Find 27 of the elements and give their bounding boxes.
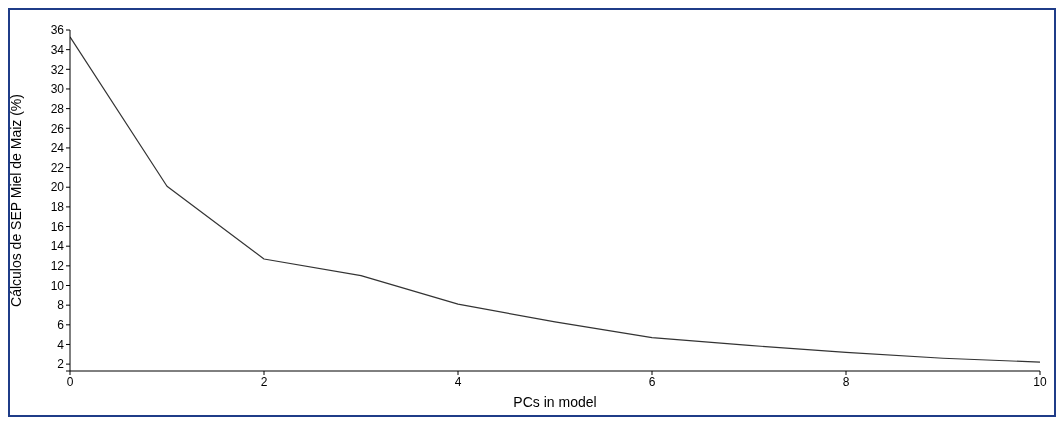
x-tick-label: 6 — [648, 374, 656, 389]
y-tick-label: 22 — [50, 160, 65, 175]
y-tick-label: 34 — [50, 42, 65, 57]
y-tick-label: 2 — [57, 357, 65, 372]
y-tick-label: 14 — [50, 239, 65, 254]
y-tick-label: 20 — [50, 180, 65, 195]
y-tick-label: 12 — [50, 259, 65, 274]
y-tick-label: 6 — [57, 318, 65, 333]
line-series — [70, 36, 1040, 363]
x-tick-label: 0 — [66, 374, 74, 389]
y-axis-title: Cálculos de SEP Miel de Maiz (%) — [7, 94, 24, 307]
x-tick-label: 4 — [454, 374, 462, 389]
y-tick-label: 24 — [50, 141, 65, 156]
y-tick-label: 8 — [57, 298, 65, 313]
x-tick-label: 2 — [260, 374, 268, 389]
y-tick-label: 16 — [50, 219, 65, 234]
x-tick-label: 10 — [1033, 374, 1047, 389]
y-tick-label: 4 — [57, 337, 65, 352]
y-tick-label: 10 — [50, 278, 65, 293]
y-tick-label: 36 — [50, 23, 65, 38]
y-tick-label: 32 — [50, 62, 65, 77]
y-tick-label: 26 — [50, 121, 65, 136]
y-tick-label: 28 — [50, 101, 65, 116]
x-tick-label: 8 — [842, 374, 850, 389]
x-axis-title: PCs in model — [513, 394, 597, 410]
y-tick-label: 30 — [50, 82, 65, 97]
y-tick-label: 18 — [50, 200, 65, 215]
